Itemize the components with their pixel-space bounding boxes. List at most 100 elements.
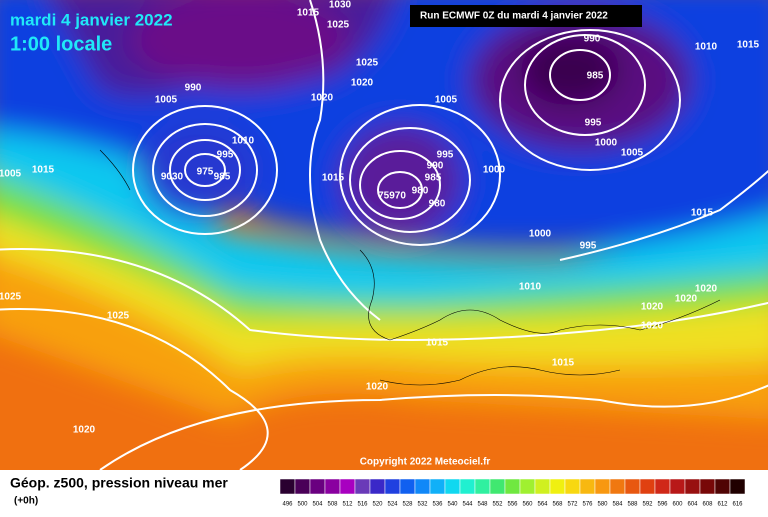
colorbar-swatch bbox=[369, 478, 386, 495]
colorbar-swatch bbox=[579, 478, 596, 495]
colorbar-label: 548 bbox=[477, 502, 488, 508]
isobar-label: 75970 bbox=[378, 191, 406, 202]
colorbar-label: 580 bbox=[597, 502, 608, 508]
isobar-label: 1005 bbox=[621, 148, 644, 159]
isobar-label: 1025 bbox=[356, 58, 379, 69]
isobar-label: 1005 bbox=[435, 95, 458, 106]
colorbar-swatch bbox=[669, 478, 686, 495]
isobar-label: 1010 bbox=[232, 136, 255, 147]
colorbar-label: 504 bbox=[312, 502, 323, 508]
isobar-label: 1025 bbox=[327, 20, 350, 31]
isobar-label: 1020 bbox=[641, 321, 664, 332]
isobar-label: 980 bbox=[412, 186, 429, 197]
isobar-label: 975 bbox=[197, 167, 214, 178]
colorbar-label: 520 bbox=[372, 502, 383, 508]
colorbar-swatch bbox=[624, 478, 641, 495]
colorbar-swatch bbox=[459, 478, 476, 495]
date-title: mardi 4 janvier 2022 bbox=[10, 10, 173, 29]
isobar-label: 1020 bbox=[73, 425, 96, 436]
colorbar-swatch bbox=[594, 478, 611, 495]
colorbar: 496 500 504 508 512 516 520 524 528 532 536 540 544 5… bbox=[279, 478, 746, 508]
colorbar-swatch bbox=[504, 478, 521, 495]
isobar-label: 1015 bbox=[426, 338, 449, 349]
colorbar-swatch bbox=[729, 478, 746, 495]
colorbar-swatch bbox=[534, 478, 551, 495]
isobar-label: 1030 bbox=[329, 0, 352, 11]
colorbar-swatch bbox=[639, 478, 656, 495]
colorbar-swatch bbox=[474, 478, 491, 495]
isobar-label: 9030 bbox=[161, 172, 184, 183]
colorbar-swatch bbox=[354, 478, 371, 495]
colorbar-swatch bbox=[399, 478, 416, 495]
colorbar-swatch bbox=[714, 478, 731, 495]
colorbar-label: 524 bbox=[387, 502, 398, 508]
colorbar-label: 532 bbox=[417, 502, 428, 508]
isobar-label: 1000 bbox=[529, 229, 552, 240]
isobar-label: 985 bbox=[587, 71, 604, 82]
isobar-label: 1020 bbox=[695, 284, 718, 295]
isobar-label: 985 bbox=[425, 173, 442, 184]
coastlines bbox=[99, 149, 721, 386]
isobar-label: 1010 bbox=[695, 42, 718, 53]
colorbar-swatch bbox=[339, 478, 356, 495]
colorbar-label: 608 bbox=[702, 502, 713, 508]
colorbar-label: 576 bbox=[582, 502, 593, 508]
isobar-label: 995 bbox=[217, 150, 234, 161]
isobar-label: 990 bbox=[584, 34, 601, 45]
colorbar-swatch bbox=[279, 478, 296, 495]
colorbar-swatch bbox=[384, 478, 401, 495]
isobar-label: 1010 bbox=[519, 282, 542, 293]
colorbar-label: 604 bbox=[687, 502, 698, 508]
colorbar-label: 508 bbox=[327, 502, 338, 508]
isobar-label: 1000 bbox=[595, 138, 618, 149]
colorbar-label: 528 bbox=[402, 502, 413, 508]
colorbar-label: 564 bbox=[537, 502, 548, 508]
colorbar-label: 544 bbox=[462, 502, 473, 508]
colorbar-label: 516 bbox=[357, 502, 368, 508]
colorbar-swatch bbox=[564, 478, 581, 495]
isobar-label: 1015 bbox=[737, 40, 760, 51]
colorbar-swatch bbox=[609, 478, 626, 495]
colorbar-swatch bbox=[489, 478, 506, 495]
colorbar-label: 572 bbox=[567, 502, 578, 508]
colorbar-label: 500 bbox=[297, 502, 308, 508]
isobar-label: 1020 bbox=[351, 78, 374, 89]
colorbar-label: 568 bbox=[552, 502, 563, 508]
isobar-label: 1020 bbox=[311, 93, 334, 104]
colorbar-swatch bbox=[324, 478, 341, 495]
isobar-label: 990 bbox=[427, 161, 444, 172]
colorbar-swatch bbox=[294, 478, 311, 495]
isobar-label: 1020 bbox=[366, 382, 389, 393]
colorbar-swatch bbox=[549, 478, 566, 495]
copyright: Copyright 2022 Meteociel.fr bbox=[360, 457, 491, 468]
isobar-label: 990 bbox=[185, 83, 202, 94]
colorbar-label: 540 bbox=[447, 502, 458, 508]
run-box bbox=[410, 5, 642, 27]
isobar-label: 1000 bbox=[483, 165, 506, 176]
isobar-label: 1020 bbox=[641, 302, 664, 313]
isobar-label: 1015 bbox=[552, 358, 575, 369]
colorbar-label: 556 bbox=[507, 502, 518, 508]
colorbar-label: 596 bbox=[657, 502, 668, 508]
isobar-label: 1025 bbox=[107, 311, 130, 322]
colorbar-swatch bbox=[684, 478, 701, 495]
isobar-label: 1005 bbox=[155, 95, 178, 106]
colorbar-label: 592 bbox=[642, 502, 653, 508]
legend-title: Géop. z500, pression niveau mer bbox=[10, 475, 228, 491]
isobar-label: 995 bbox=[580, 241, 597, 252]
colorbar-label: 588 bbox=[627, 502, 638, 508]
legend-subtitle: (+0h) bbox=[14, 496, 38, 507]
colorbar-swatch bbox=[309, 478, 326, 495]
isobar-label: 1015 bbox=[297, 8, 320, 19]
colorbar-swatch bbox=[414, 478, 431, 495]
isobar-label: 995 bbox=[437, 150, 454, 161]
colorbar-label: 612 bbox=[717, 502, 728, 508]
isobar-label: 980 bbox=[429, 199, 446, 210]
colorbar-label: 584 bbox=[612, 502, 623, 508]
colorbar-swatch bbox=[699, 478, 716, 495]
isobar-label: 1005 bbox=[0, 169, 22, 180]
colorbar-swatch bbox=[519, 478, 536, 495]
colorbar-label: 600 bbox=[672, 502, 683, 508]
